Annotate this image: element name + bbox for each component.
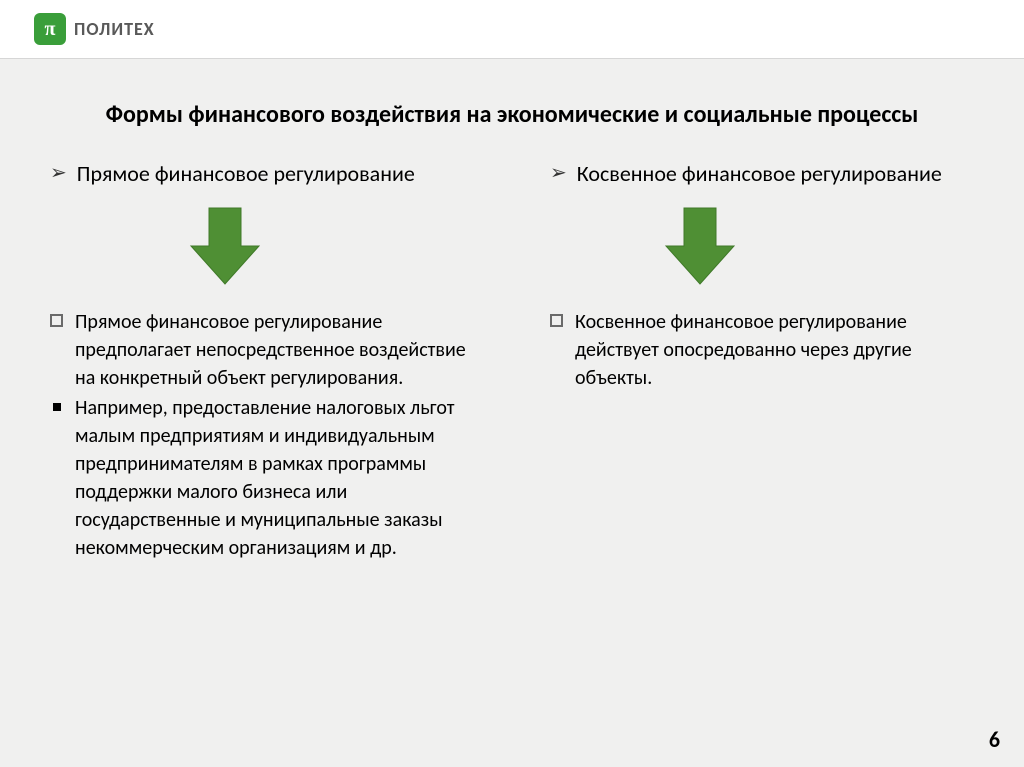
down-arrow-icon: [664, 206, 736, 286]
down-arrow-icon: [189, 206, 261, 286]
logo-icon: π: [34, 13, 66, 45]
header: π ПОЛИТЕХ: [0, 0, 1024, 58]
left-bullet-1: Прямое финансовое регулирование предпола…: [50, 308, 520, 392]
left-heading: Прямое финансовое регулирование: [77, 160, 415, 188]
left-bullet-2-text: Например, предоставление налоговых льгот…: [75, 394, 475, 562]
brand-name: ПОЛИТЕХ: [74, 18, 155, 40]
columns: ➢ Прямое финансовое регулирование Прямое…: [50, 160, 990, 564]
hollow-square-icon: [550, 314, 563, 327]
logo-symbol: π: [45, 18, 56, 41]
left-details: Прямое финансовое регулирование предпола…: [50, 308, 520, 562]
right-arrow-wrap: [550, 206, 990, 286]
slide-title: Формы финансового воздействия на экономи…: [0, 100, 1024, 129]
hollow-square-icon: [50, 314, 63, 327]
right-column: ➢ Косвенное финансовое регулирование Кос…: [520, 160, 990, 564]
page-number: 6: [989, 726, 1000, 753]
right-details: Косвенное финансовое регулирование дейст…: [550, 308, 990, 392]
left-bullet-2: Например, предоставление налоговых льгот…: [50, 394, 520, 562]
left-arrow-wrap: [50, 206, 520, 286]
left-bullet-1-text: Прямое финансовое регулирование предпола…: [75, 308, 475, 392]
chevron-icon: ➢: [50, 160, 67, 186]
solid-square-icon: [53, 403, 61, 411]
right-bullet-1: Косвенное финансовое регулирование дейст…: [550, 308, 990, 392]
chevron-icon: ➢: [550, 160, 567, 186]
left-heading-item: ➢ Прямое финансовое регулирование: [50, 160, 520, 188]
left-column: ➢ Прямое финансовое регулирование Прямое…: [50, 160, 520, 564]
right-heading: Косвенное финансовое регулирование: [577, 160, 942, 188]
right-heading-item: ➢ Косвенное финансовое регулирование: [550, 160, 990, 188]
right-bullet-1-text: Косвенное финансовое регулирование дейст…: [575, 308, 990, 392]
